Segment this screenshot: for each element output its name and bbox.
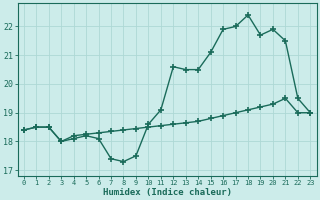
X-axis label: Humidex (Indice chaleur): Humidex (Indice chaleur) (103, 188, 232, 197)
